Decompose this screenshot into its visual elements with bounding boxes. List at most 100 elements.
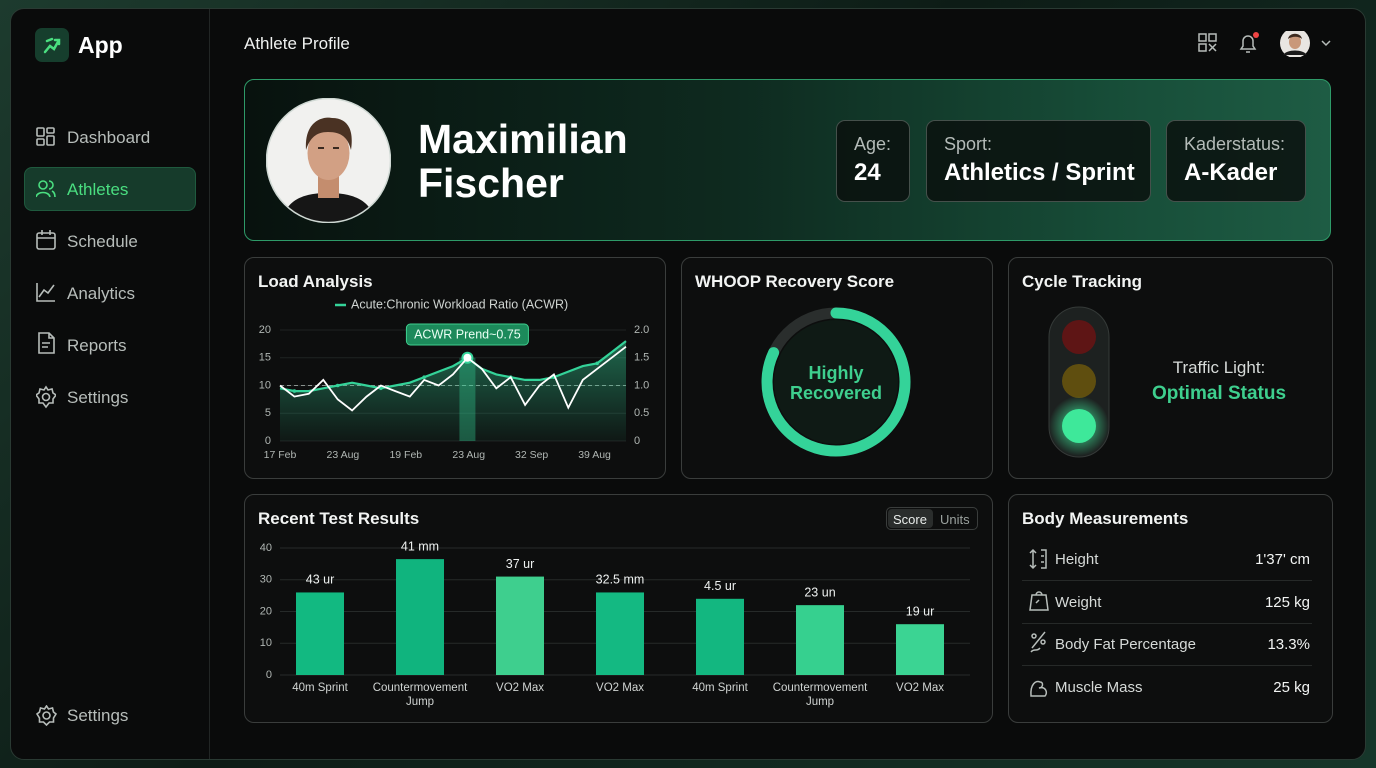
stat-label: Kaderstatus: — [1184, 134, 1286, 154]
nav-item[interactable]: Dashboard — [67, 128, 151, 147]
stat-value: Athletics / Sprint — [944, 159, 1135, 186]
header-actions[interactable] — [1197, 31, 1337, 57]
stat-box — [1166, 120, 1306, 202]
x-tick-label: VO2 Max — [596, 682, 644, 694]
athlete-last-name: Fischer — [418, 160, 564, 206]
x-tick-label: 23 Aug — [327, 449, 360, 461]
row-separator — [1022, 665, 1312, 666]
x-tick-label: 39 Aug — [578, 449, 611, 461]
stat-label: Sport: — [944, 134, 993, 154]
x-tick-label: VO2 Max — [496, 682, 544, 694]
stat-value: 24 — [854, 159, 881, 186]
y-tick-label: 10 — [259, 379, 271, 391]
athlete-first-name: Maximilian — [418, 116, 628, 162]
measure-value: 125 kg — [1264, 594, 1310, 611]
body-icons — [1029, 548, 1049, 697]
bar-label: 41 mm — [401, 539, 439, 553]
x-tick-label: 40m Sprint — [292, 682, 348, 694]
y-tick-label: 0 — [266, 669, 272, 681]
y-tick-label: 10 — [260, 637, 272, 649]
y-tick-label: 5 — [265, 407, 271, 419]
bar-label: 23 un — [804, 585, 835, 599]
x-tick-label: Countermovement Jump — [772, 682, 868, 708]
point — [292, 389, 297, 393]
y-tick-label: 15 — [259, 352, 271, 364]
body-card — [1008, 494, 1333, 723]
highlight-band — [459, 357, 476, 441]
toggle-option[interactable]: Score — [893, 512, 927, 527]
card-title: Body Measurements — [1022, 509, 1189, 528]
x-tick-label: 17 Feb — [264, 449, 297, 461]
bar-label: 19 ur — [906, 604, 935, 618]
toggle — [886, 507, 978, 530]
measure-label: Body Fat Percentage — [1055, 636, 1196, 653]
nav-item[interactable]: Athletes — [67, 180, 129, 199]
annotation: ACWR Prend~0.75 — [414, 327, 521, 341]
load-chart: 0 5 10 15 20 0 0.5 1.0 1.5 2.0 17 Feb 23 Aug 19 Feb 2… — [259, 297, 650, 461]
row-separator — [1022, 580, 1312, 581]
bar — [596, 592, 644, 675]
bar — [796, 605, 844, 675]
toggle-active — [888, 509, 933, 528]
y-tick-label: 30 — [260, 574, 272, 586]
nav-item[interactable]: Analytics — [67, 284, 136, 303]
bar — [696, 598, 744, 675]
point — [335, 383, 340, 388]
measure-label: Muscle Mass — [1055, 679, 1143, 696]
bar — [496, 576, 544, 675]
y-tick-label: 0 — [265, 435, 271, 447]
x-tick-label: VO2 Max — [896, 682, 944, 694]
line — [279, 345, 627, 412]
recovery-label: Recovered — [789, 383, 883, 403]
card-title: Recent Test Results — [258, 509, 420, 528]
card-title: WHOOP Recovery Score — [695, 272, 895, 291]
app-name: App — [78, 32, 123, 58]
measure-value: 1'37' cm — [1255, 551, 1310, 568]
traffic-light — [1048, 306, 1110, 458]
bar-label: 4.5 ur — [704, 579, 736, 593]
nav-item[interactable]: Settings — [67, 706, 129, 725]
bar — [896, 624, 944, 675]
measure-value: 25 kg — [1273, 679, 1310, 696]
legend-label: Acute:Chronic Workload Ratio (ACWR) — [351, 297, 568, 311]
active-nav-bg — [24, 167, 196, 211]
recovery-label: Highly — [808, 363, 864, 383]
stat-label: Age: — [854, 134, 892, 154]
x-tick-label: 32 Sep — [515, 449, 548, 461]
x-tick-label: 40m Sprint — [692, 682, 748, 694]
card-title: Load Analysis — [258, 272, 373, 291]
nav-item[interactable]: Settings — [67, 388, 129, 407]
athlete-avatar — [266, 98, 391, 223]
bar-label: 43 ur — [306, 573, 335, 587]
page-title: Athlete Profile — [244, 34, 350, 53]
y-tick-label: 40 — [260, 542, 272, 554]
y2-tick-label: 1.5 — [634, 352, 649, 364]
nav-item[interactable]: Schedule — [67, 232, 138, 251]
tests-chart: 0 10 20 30 40 43 ur 41 mm 37 ur 32.5 mm 4.5 ur 23 … — [260, 539, 970, 681]
y2-tick-label: 2.0 — [634, 324, 649, 336]
point — [422, 375, 426, 379]
nav-icons — [36, 127, 56, 409]
recovery-ring — [761, 307, 911, 457]
measure-label: Weight — [1055, 594, 1102, 611]
toggle-option[interactable]: Units — [940, 512, 970, 527]
x-tick-label: 19 Feb — [389, 449, 422, 461]
card-title: Cycle Tracking — [1022, 272, 1143, 291]
stat-box — [926, 120, 1151, 202]
y-tick-label: 20 — [259, 324, 271, 336]
bar — [296, 592, 344, 675]
nav-item[interactable]: Reports — [67, 336, 127, 355]
measure-label: Height — [1055, 551, 1099, 568]
stat-box — [836, 120, 910, 202]
ring-inner — [774, 320, 898, 444]
x-tick-label: Countermovement Jump — [372, 682, 468, 708]
point — [595, 361, 599, 366]
point — [379, 386, 383, 391]
measure-value: 13.3% — [1267, 636, 1310, 653]
settings-icon — [36, 705, 57, 726]
cycle-label: Traffic Light: — [1172, 358, 1266, 377]
bar-label: 37 ur — [506, 557, 535, 571]
y2-tick-label: 1.0 — [634, 379, 649, 391]
y2-tick-label: 0 — [634, 435, 640, 447]
x-tick-label: 23 Aug — [452, 449, 485, 461]
